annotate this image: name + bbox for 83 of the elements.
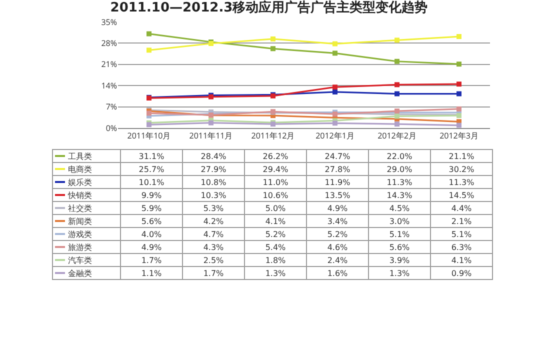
- data-label: 1.8%: [244, 254, 306, 266]
- data-label: 5.6%: [120, 214, 182, 228]
- x-tick-label: 2011年11月: [189, 130, 233, 142]
- data-label: 4.1%: [244, 214, 306, 228]
- x-tick-label: 2012年2月: [378, 130, 416, 142]
- data-label: 1.7%: [182, 266, 244, 280]
- data-label: 1.6%: [306, 266, 368, 280]
- data-label: 10.6%: [244, 188, 306, 202]
- data-label: 4.0%: [120, 228, 182, 240]
- data-label: 0.9%: [430, 266, 492, 280]
- data-label: 27.9%: [182, 162, 244, 176]
- data-label: 6.3%: [430, 240, 492, 254]
- data-label: 4.9%: [306, 202, 368, 214]
- legend-label: 旅游类: [52, 240, 120, 254]
- data-label: 4.7%: [182, 228, 244, 240]
- data-label: 28.4%: [182, 150, 244, 162]
- chart-title: 2011.10—2012.3移动应用广告广告主类型变化趋势: [110, 0, 428, 16]
- data-label: 10.3%: [182, 188, 244, 202]
- data-label: 11.0%: [244, 176, 306, 188]
- x-tick-label: 2011年12月: [251, 130, 295, 142]
- legend-label: 新闻类: [52, 214, 120, 228]
- data-label: 4.3%: [182, 240, 244, 254]
- data-label: 27.8%: [306, 162, 368, 176]
- data-label: 14.3%: [368, 188, 430, 202]
- legend-label: 社交类: [52, 202, 120, 214]
- data-label: 1.7%: [120, 254, 182, 266]
- data-label: 13.5%: [306, 188, 368, 202]
- data-label: 9.9%: [120, 188, 182, 202]
- y-tick-label: 0%: [106, 122, 118, 134]
- data-label: 1.3%: [368, 266, 430, 280]
- data-label: 4.4%: [430, 202, 492, 214]
- legend-label: 快销类: [52, 188, 120, 202]
- data-label: 25.7%: [120, 162, 182, 176]
- legend-label: 汽车类: [52, 254, 120, 266]
- data-label: 26.2%: [244, 150, 306, 162]
- y-tick-label: 7%: [106, 102, 118, 113]
- data-label: 5.1%: [368, 228, 430, 240]
- data-label: 5.2%: [306, 228, 368, 240]
- data-label: 3.4%: [306, 214, 368, 228]
- data-label: 21.1%: [430, 150, 492, 162]
- data-label: 4.1%: [430, 254, 492, 266]
- data-label: 4.5%: [368, 202, 430, 214]
- data-label: 3.0%: [368, 214, 430, 228]
- data-label: 5.0%: [244, 202, 306, 214]
- data-label: 29.4%: [244, 162, 306, 176]
- data-label: 2.1%: [430, 214, 492, 228]
- data-label: 24.7%: [306, 150, 368, 162]
- data-label: 11.3%: [430, 176, 492, 188]
- data-label: 3.9%: [368, 254, 430, 266]
- data-label: 14.5%: [430, 188, 492, 202]
- data-label: 5.4%: [244, 240, 306, 254]
- data-label: 5.2%: [244, 228, 306, 240]
- data-label: 11.3%: [368, 176, 430, 188]
- data-label: 22.0%: [368, 150, 430, 162]
- data-label: 1.1%: [120, 266, 182, 280]
- data-label: 4.9%: [120, 240, 182, 254]
- data-label: 10.1%: [120, 176, 182, 188]
- y-tick-label: 21%: [101, 59, 118, 70]
- y-tick-label: 35%: [101, 16, 118, 28]
- legend-label: 游戏类: [52, 228, 120, 240]
- legend-label: 金融类: [52, 266, 120, 280]
- data-label: 2.4%: [306, 254, 368, 266]
- x-tick-label: 2012年3月: [440, 130, 478, 142]
- legend-label: 娱乐类: [52, 176, 120, 188]
- data-label: 5.6%: [368, 240, 430, 254]
- data-label: 1.3%: [244, 266, 306, 280]
- data-label: 11.9%: [306, 176, 368, 188]
- data-label: 31.1%: [120, 150, 182, 162]
- data-label: 30.2%: [430, 162, 492, 176]
- y-tick-label: 14%: [101, 80, 118, 92]
- legend-label: 工具类: [52, 150, 120, 162]
- data-label: 29.0%: [368, 162, 430, 176]
- legend-label: 电商类: [52, 162, 120, 176]
- data-label: 5.3%: [182, 202, 244, 214]
- x-tick-label: 2011年10月: [127, 130, 171, 142]
- data-label: 5.1%: [430, 228, 492, 240]
- y-tick-label: 28%: [101, 38, 118, 49]
- x-tick-label: 2012年1月: [316, 130, 354, 142]
- data-label: 5.9%: [120, 202, 182, 214]
- data-label: 4.6%: [306, 240, 368, 254]
- data-label: 2.5%: [182, 254, 244, 266]
- data-label: 10.8%: [182, 176, 244, 188]
- data-label: 4.2%: [182, 214, 244, 228]
